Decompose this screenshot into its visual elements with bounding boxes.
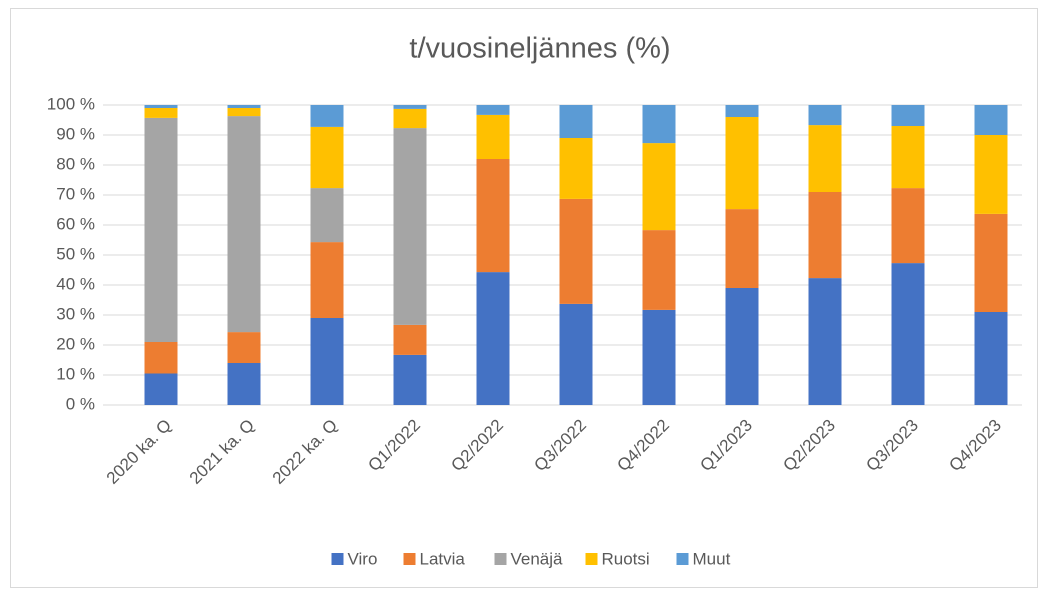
bar-segment	[891, 188, 925, 264]
bar-segment	[144, 342, 178, 374]
bar-segment	[725, 105, 759, 117]
bar-segment	[974, 213, 1008, 312]
bar-segment	[144, 105, 178, 108]
bar-segment	[393, 105, 427, 109]
bar-segment	[393, 324, 427, 355]
y-tick-label: 10 %	[56, 364, 95, 383]
legend-swatch	[331, 553, 344, 565]
bar-segment	[144, 117, 178, 343]
chart-title: t/vuosineljännes (%)	[409, 33, 670, 65]
legend-swatch	[676, 553, 689, 565]
y-tick-label: 60 %	[56, 214, 95, 233]
bar-segment	[891, 105, 925, 126]
bar-segment	[144, 373, 178, 405]
bar-segment	[144, 108, 178, 118]
bar-segment	[310, 242, 344, 318]
bar-segment	[310, 105, 344, 127]
bar-segment	[974, 135, 1008, 214]
bar-segment	[310, 126, 344, 189]
bar-segment	[974, 312, 1008, 405]
y-tick-label: 40 %	[56, 274, 95, 293]
bar-segment	[559, 105, 593, 138]
bar-segment	[227, 105, 261, 108]
bar-segment	[310, 188, 344, 243]
legend-label: Muut	[693, 549, 731, 568]
bar-segment	[393, 128, 427, 325]
bar-segment	[725, 117, 759, 210]
bar-segment	[393, 108, 427, 129]
legend-label: Latvia	[420, 549, 466, 568]
y-tick-label: 90 %	[56, 124, 95, 143]
bar-segment	[642, 143, 676, 231]
bar-segment	[227, 332, 261, 363]
y-tick-label: 30 %	[56, 304, 95, 323]
legend-swatch	[403, 553, 416, 565]
bar-segment	[808, 125, 842, 192]
legend-swatch	[585, 553, 598, 565]
bar-segment	[642, 309, 676, 405]
y-tick-label: 100 %	[47, 94, 95, 113]
bar-segment	[808, 192, 842, 279]
y-tick-label: 50 %	[56, 244, 95, 263]
bar-segment	[642, 105, 676, 144]
bar-segment	[559, 303, 593, 405]
bar-segment	[559, 138, 593, 199]
bar-segment	[227, 116, 261, 333]
legend-swatch	[494, 553, 507, 565]
bar-segment	[891, 126, 925, 189]
bar-segment	[974, 105, 1008, 135]
bar-segment	[227, 363, 261, 405]
bar-segment	[476, 159, 510, 273]
y-tick-label: 20 %	[56, 334, 95, 353]
bar-segment	[808, 278, 842, 405]
bar-segment	[476, 105, 510, 115]
y-tick-label: 0 %	[66, 394, 95, 413]
bar-segment	[476, 272, 510, 405]
legend-label: Viro	[348, 549, 378, 568]
y-tick-label: 70 %	[56, 184, 95, 203]
bar-segment	[393, 354, 427, 405]
bar-segment	[891, 263, 925, 405]
legend-label: Ruotsi	[602, 549, 650, 568]
y-tick-label: 80 %	[56, 154, 95, 173]
bar-segment	[808, 105, 842, 126]
bar-segment	[725, 288, 759, 405]
bar-segment	[476, 114, 510, 159]
bar-segment	[642, 230, 676, 310]
legend-label: Venäjä	[511, 549, 564, 568]
bar-segment	[559, 198, 593, 304]
bar-segment	[310, 318, 344, 405]
bar-segment	[227, 108, 261, 117]
bar-segment	[725, 209, 759, 288]
